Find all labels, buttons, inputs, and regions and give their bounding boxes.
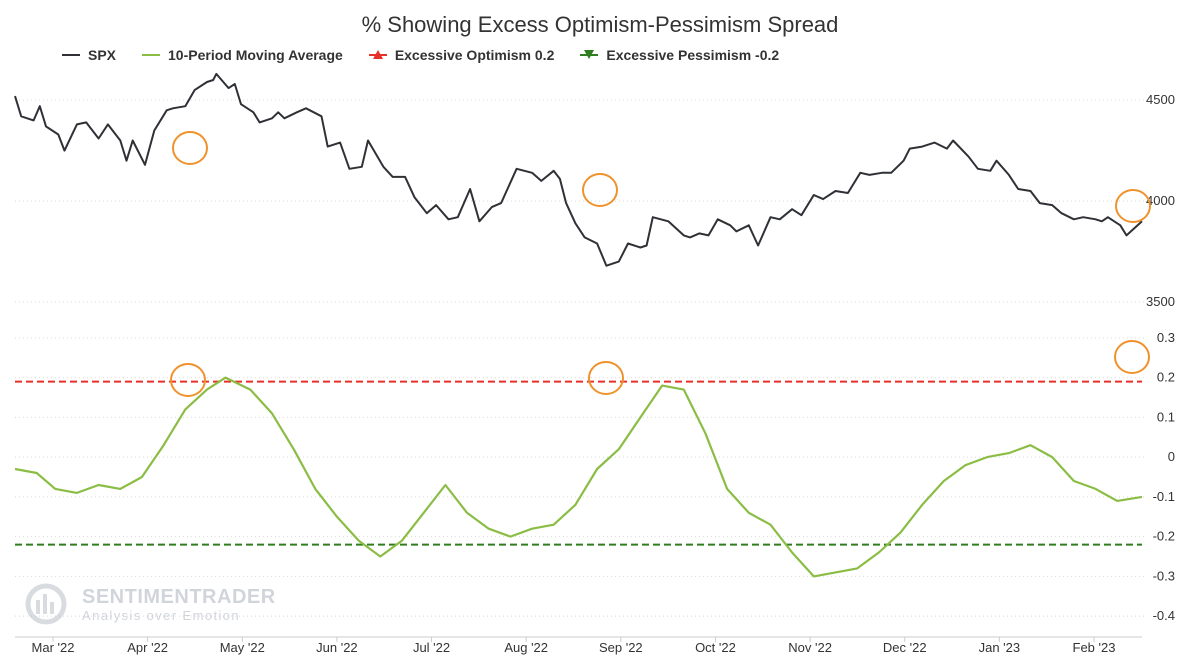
legend-item-excessive-optimism[interactable]: Excessive Optimism 0.2 xyxy=(368,47,555,63)
annotation-circle xyxy=(170,363,206,397)
lower-y-tick-label: 0.1 xyxy=(1157,409,1175,424)
annotation-circle xyxy=(1115,189,1151,223)
spx-series-line xyxy=(14,72,1143,267)
legend-item-moving-average[interactable]: 10-Period Moving Average xyxy=(142,47,343,63)
x-axis-label: Oct '22 xyxy=(695,640,736,655)
x-axis-label: Nov '22 xyxy=(788,640,832,655)
legend: SPX 10-Period Moving Average Excessive O… xyxy=(62,47,779,63)
upper-y-tick-label: 3500 xyxy=(1146,294,1175,309)
annotation-circle xyxy=(172,131,208,165)
x-axis-label: Jan '23 xyxy=(979,640,1021,655)
x-axis-label: Mar '22 xyxy=(32,640,75,655)
upper-y-tick-label: 4000 xyxy=(1146,193,1175,208)
legend-label-excessive-optimism: Excessive Optimism 0.2 xyxy=(394,47,555,63)
line-icon xyxy=(142,48,161,62)
x-axis-label: Apr '22 xyxy=(127,640,168,655)
legend-item-spx[interactable]: SPX xyxy=(62,47,116,63)
upper-y-tick-label: 4500 xyxy=(1146,92,1175,107)
annotation-circle xyxy=(1114,340,1150,374)
lower-y-tick-label: 0.3 xyxy=(1157,330,1175,345)
legend-label-excessive-pessimism: Excessive Pessimism -0.2 xyxy=(606,47,780,63)
annotation-circle xyxy=(588,361,624,395)
line-icon xyxy=(62,48,80,62)
lower-y-tick-label: -0.4 xyxy=(1153,608,1175,623)
lower-y-tick-label: -0.2 xyxy=(1153,529,1175,544)
x-axis-label: Jun '22 xyxy=(316,640,358,655)
lower-y-tick-label: -0.3 xyxy=(1153,568,1175,583)
triangle-down-icon xyxy=(580,48,599,62)
triangle-up-icon xyxy=(368,48,387,62)
lower-y-tick-label: 0 xyxy=(1168,449,1175,464)
watermark-tagline: Analysis over Emotion xyxy=(82,608,241,623)
legend-item-excessive-pessimism[interactable]: Excessive Pessimism -0.2 xyxy=(580,47,779,63)
watermark: SENTIMENTRADER Analysis over Emotion xyxy=(22,582,275,626)
legend-label-spx: SPX xyxy=(88,47,117,63)
x-axis-label: May '22 xyxy=(220,640,265,655)
chart-title: % Showing Excess Optimism-Pessimism Spre… xyxy=(361,12,839,37)
lower-y-tick-label: 0.2 xyxy=(1157,370,1175,385)
sentimentrader-logo-icon xyxy=(25,583,67,625)
legend-label-moving-average: 10-Period Moving Average xyxy=(168,47,343,63)
x-axis-label: Feb '23 xyxy=(1073,640,1116,655)
moving-average-series-line xyxy=(14,376,1143,578)
watermark-name: SENTIMENTRADER xyxy=(82,586,276,608)
lower-y-tick-label: -0.1 xyxy=(1153,489,1175,504)
x-axis-label: Dec '22 xyxy=(883,640,927,655)
x-axis-label: Sep '22 xyxy=(599,640,643,655)
x-axis-label: Jul '22 xyxy=(413,640,450,655)
x-axis-label: Aug '22 xyxy=(504,640,548,655)
annotation-circle xyxy=(582,173,618,207)
